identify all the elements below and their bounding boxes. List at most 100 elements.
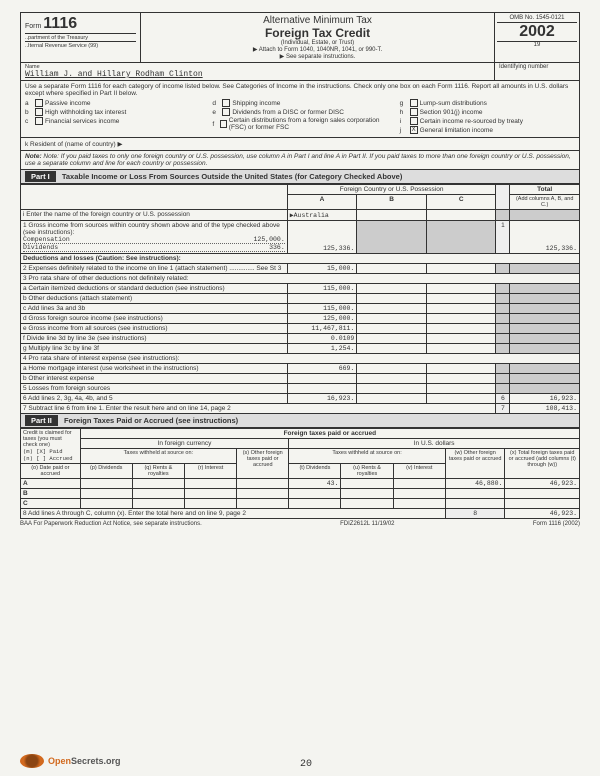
cat-b-checkbox[interactable] <box>35 108 43 116</box>
irs-line: ..Iternal Revenue Service (99) <box>25 41 136 49</box>
line3b-desc: b Other deductions (attach statement) <box>21 294 288 304</box>
line3-desc: 3 Pro rata share of other deductions not… <box>21 274 580 284</box>
tws-usd: Taxes withheld at source on: <box>289 449 446 464</box>
part1-label: Part I <box>25 171 56 182</box>
line2-val: 15,000. <box>287 264 357 274</box>
instructions: Use a separate Form 1116 for each catego… <box>25 83 575 97</box>
line3e-desc: e Gross income from all sources (see ins… <box>21 324 288 334</box>
cat-c-checkbox[interactable] <box>35 117 43 125</box>
dept-treasury: ..partment of the Treasury <box>25 33 136 41</box>
cat-f-label: Certain distributions from a foreign sal… <box>229 117 388 131</box>
line3a-desc: a Certain itemized deductions or standar… <box>21 284 288 294</box>
col-t: (t) Dividends <box>289 464 341 479</box>
col-u: (u) Rents & royalties <box>341 464 393 479</box>
comp-val: 125,000. <box>254 236 285 243</box>
line6-a: 16,923. <box>287 394 357 404</box>
col-a: A <box>287 195 357 210</box>
cat-a-checkbox[interactable] <box>35 99 43 107</box>
in-fc: In foreign currency <box>80 439 289 449</box>
foreign-tax-credit: Foreign Tax Credit <box>143 26 492 40</box>
line3f-val: 0.0109 <box>287 334 357 344</box>
row-a-t: 43. <box>289 479 341 489</box>
cat-a-letter: a <box>25 100 33 107</box>
col-w: (w) Other foreign taxes paid or accrued <box>445 449 505 479</box>
cat-h-checkbox[interactable] <box>410 108 418 116</box>
cat-i-checkbox[interactable] <box>410 117 418 125</box>
comp-label: Compensation <box>23 236 70 243</box>
line7-desc: 7 Subtract line 6 from line 1. Enter the… <box>21 404 496 414</box>
cat-col-1: aPassive income bHigh withholding tax in… <box>25 99 200 135</box>
col-b: B <box>357 195 427 210</box>
footer-code: FDIZ2612L 11/19/02 <box>340 521 394 527</box>
opensecrets-logo: OpenSecrets.org <box>20 754 121 768</box>
form-label: Form <box>25 23 43 30</box>
cat-g-checkbox[interactable] <box>410 99 418 107</box>
category-box: Use a separate Form 1116 for each catego… <box>20 81 580 138</box>
footer: BAA For Paperwork Reduction Act Notice, … <box>20 519 580 529</box>
cat-b-letter: b <box>25 109 33 116</box>
line6-desc: 6 Add lines 2, 3g, 4a, 4b, and 5 <box>21 394 288 404</box>
cat-d-checkbox[interactable] <box>222 99 230 107</box>
line6-total: 16,923. <box>510 394 580 404</box>
cat-i-label: Certain income re-sourced by treaty <box>420 118 523 125</box>
form-header: Form 1116 ..partment of the Treasury ..I… <box>20 12 580 63</box>
cat-f-checkbox[interactable] <box>220 120 226 128</box>
subtitle3: ▶ See separate instructions. <box>143 53 492 60</box>
seq-number: 19 <box>497 41 577 48</box>
subtitle2: ▶ Attach to Form 1040, 1040NR, 1041, or … <box>143 46 492 53</box>
col-r: (r) Interest <box>184 464 236 479</box>
footer-form: Form 1116 (2002) <box>533 521 580 527</box>
part1-header: Part I Taxable Income or Loss From Sourc… <box>20 170 580 184</box>
cat-e-checkbox[interactable] <box>222 108 230 116</box>
col-x: (x) Total foreign taxes paid or accrued … <box>505 449 580 479</box>
form-number: 1116 <box>43 15 77 32</box>
cat-a-label: Passive income <box>45 100 91 107</box>
hdr-foreign: Foreign Country or U.S. Possession <box>287 185 496 195</box>
row-a-w: 46,880. <box>445 479 505 489</box>
col-o: (o) Date paid or accrued <box>21 464 81 479</box>
taxpayer-name: William J. and Hillary Rodham Clinton <box>25 70 490 79</box>
form-id-box: Form 1116 ..partment of the Treasury ..I… <box>21 13 141 62</box>
cat-h-letter: h <box>400 109 408 116</box>
line3c-desc: c Add lines 3a and 3b <box>21 304 288 314</box>
line3g-val: 1,254. <box>287 344 357 354</box>
omb-number: OMB No. 1545-0121 <box>497 15 577 23</box>
line5-desc: 5 Losses from foreign sources <box>21 384 288 394</box>
opensecrets-text: OpenSecrets.org <box>48 756 121 766</box>
cat-j-checkbox[interactable]: X <box>410 126 418 134</box>
line3d-val: 125,000. <box>287 314 357 324</box>
line-i: i Enter the name of the foreign country … <box>21 210 288 221</box>
line4a-val: 669. <box>287 364 357 374</box>
line4b-desc: b Other interest expense <box>21 374 288 384</box>
line8-desc: 8 Add lines A through C, column (x). Ent… <box>21 509 446 519</box>
line3d-desc: d Gross foreign source income (see instr… <box>21 314 288 324</box>
line1-total: 125,336. <box>510 221 580 254</box>
cat-g-label: Lump-sum distributions <box>420 100 487 107</box>
form-year-box: OMB No. 1545-0121 2002 19 <box>494 13 579 62</box>
tws-fc: Taxes withheld at source on: <box>80 449 237 464</box>
country-a: ▶Australia <box>287 210 357 221</box>
cat-f-letter: f <box>212 121 218 128</box>
cat-col-2: dShipping income eDividends from a DISC … <box>212 99 387 135</box>
tax-year: 2002 <box>497 23 577 41</box>
col-p: (p) Dividends <box>80 464 132 479</box>
name-row: Name William J. and Hillary Rodham Clint… <box>20 63 580 81</box>
part2-table: Credit is claimed for taxes (you must ch… <box>20 428 580 519</box>
hdr-total: Total <box>510 185 580 195</box>
cat-col-3: gLump-sum distributions hSection 901(j) … <box>400 99 575 135</box>
cat-e-label: Dividends from a DISC or former DISC <box>232 109 344 116</box>
cat-g-letter: g <box>400 100 408 107</box>
line3c-val: 115,000. <box>287 304 357 314</box>
id-label: Identifying number <box>499 64 575 70</box>
note-row: Note: Note: If you paid taxes to only on… <box>20 151 580 170</box>
col-s: (s) Other foreign taxes paid or accrued <box>237 449 289 479</box>
line4a-desc: a Home mortgage interest (use worksheet … <box>21 364 288 374</box>
category-columns: aPassive income bHigh withholding tax in… <box>25 99 575 135</box>
id-cell: Identifying number <box>494 63 579 80</box>
cat-j-label: General limitation income <box>420 127 493 134</box>
eye-icon <box>20 754 44 768</box>
page-number: 20 <box>300 759 312 770</box>
in-usd: In U.S. dollars <box>289 439 580 449</box>
line1-desc: 1 Gross income from sources within count… <box>21 221 288 254</box>
div-label: Dividends <box>23 244 58 251</box>
